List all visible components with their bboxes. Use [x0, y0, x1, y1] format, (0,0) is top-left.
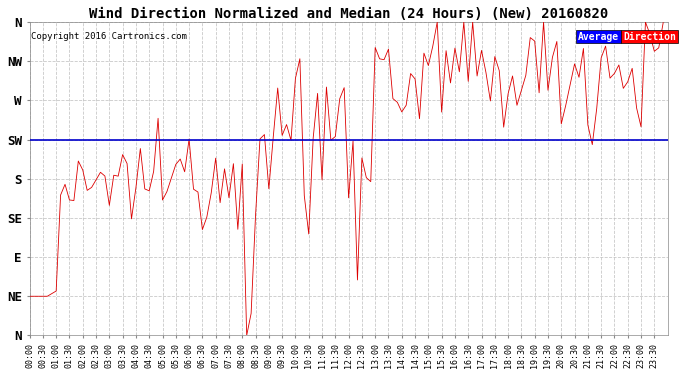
- Text: Average: Average: [578, 32, 620, 42]
- Text: Copyright 2016 Cartronics.com: Copyright 2016 Cartronics.com: [31, 32, 187, 40]
- Text: Direction: Direction: [623, 32, 676, 42]
- Title: Wind Direction Normalized and Median (24 Hours) (New) 20160820: Wind Direction Normalized and Median (24…: [89, 7, 608, 21]
